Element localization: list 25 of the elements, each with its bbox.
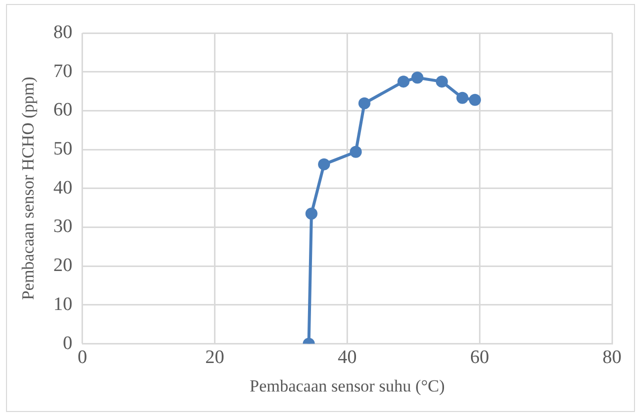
y-tick-label: 80 (53, 22, 72, 43)
y-tick-label: 40 (53, 177, 72, 198)
y-tick-label: 10 (53, 294, 72, 315)
x-axis-title: Pembacaan sensor suhu (°C) (250, 376, 445, 396)
x-tick-label: 0 (78, 347, 88, 368)
x-tick-label: 80 (602, 347, 622, 368)
point (350, 146, 362, 158)
point (318, 158, 330, 170)
y-tick-label: 0 (62, 332, 72, 354)
point (468, 94, 481, 106)
y-tick-label: 20 (53, 255, 72, 276)
x-tick-label: 40 (338, 347, 357, 368)
x-tick-label: 60 (470, 347, 490, 368)
point (436, 76, 448, 88)
point (305, 208, 318, 220)
y-tick-label: 50 (53, 138, 72, 160)
x-tick-label: 20 (205, 347, 224, 368)
y-axis-title: Pembacaan sensor HCHO (ppm) (18, 76, 38, 300)
y-tick-label: 60 (53, 100, 72, 121)
point (358, 97, 370, 110)
y-tick-label: 30 (53, 216, 72, 238)
point (397, 76, 410, 88)
y-tick-label: 70 (53, 60, 72, 82)
point (456, 92, 468, 104)
point (411, 72, 424, 84)
